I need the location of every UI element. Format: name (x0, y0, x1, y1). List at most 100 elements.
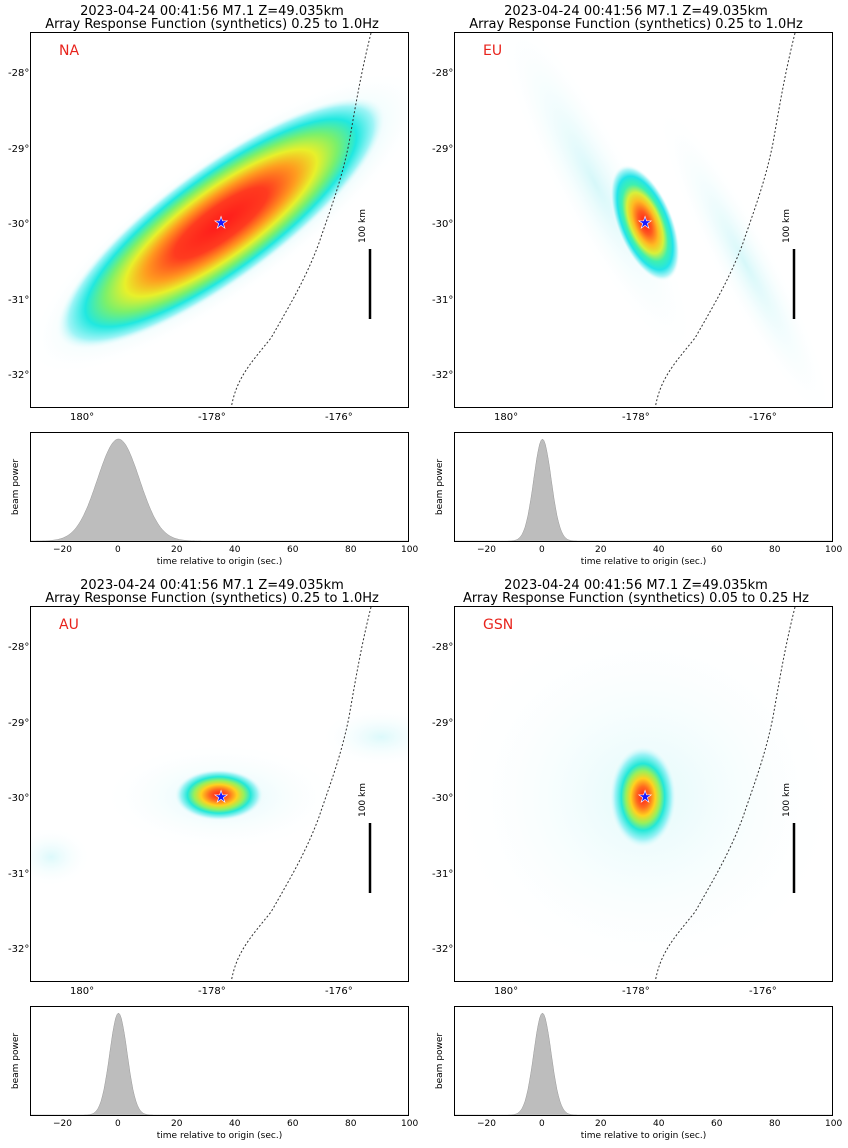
lat-tick: -31° (8, 295, 30, 306)
lat-tick: -30° (432, 219, 454, 230)
epicenter-star-icon: ★ (214, 213, 228, 232)
epicenter-star-icon: ★ (638, 787, 652, 806)
lon-tick: 180° (494, 412, 519, 423)
coastline-trench (654, 33, 796, 407)
beam-xtick: 80 (769, 1119, 781, 1129)
beam-xtick: 60 (711, 1119, 723, 1129)
beam-xtick: 60 (711, 545, 723, 555)
lat-tick: -32° (432, 370, 454, 381)
beam-ylabel: beam power (11, 458, 22, 516)
network-label: AU (59, 617, 79, 633)
panel-title-line1: 2023-04-24 00:41:56 M7.1 Z=49.035km (80, 4, 344, 19)
beam-xlabel: time relative to origin (sec.) (580, 1131, 707, 1141)
lat-tick: -28° (8, 68, 30, 79)
arf-map-svg: ★ (494, 33, 832, 407)
beam-xtick: 0 (539, 545, 545, 555)
lat-tick: -31° (8, 869, 30, 880)
coastline-trench (230, 33, 372, 407)
lon-tick: -176° (325, 986, 353, 997)
beam-xtick: −20 (53, 1119, 72, 1129)
beam-xtick: 100 (401, 1119, 419, 1129)
beam-xtick: 20 (595, 1119, 607, 1129)
beam-xlabel: time relative to origin (sec.) (580, 557, 707, 567)
network-label: EU (483, 43, 503, 59)
beam-power-svg (455, 438, 832, 541)
lat-tick: -32° (8, 370, 30, 381)
panel-au: 2023-04-24 00:41:56 M7.1 Z=49.035km Arra… (0, 574, 424, 1148)
beam-xtick: 100 (825, 545, 843, 555)
arf-map: ★ AU 100 km (30, 606, 409, 982)
beam-power-plot (30, 432, 409, 542)
lon-tick: -178° (622, 986, 650, 997)
beam-xlabel: time relative to origin (sec.) (156, 557, 283, 567)
beam-xtick: 80 (345, 1119, 357, 1129)
scale-bar-label: 100 km (358, 208, 369, 244)
lat-tick: -31° (432, 869, 454, 880)
lat-tick: -28° (8, 642, 30, 653)
lat-tick: -29° (8, 144, 30, 155)
lon-tick: -178° (622, 412, 650, 423)
coastline-trench (230, 607, 372, 981)
beam-xtick: 40 (229, 545, 241, 555)
lat-tick: -29° (432, 144, 454, 155)
beam-power-svg (455, 1012, 832, 1115)
panel-na: 2023-04-24 00:41:56 M7.1 Z=49.035km Arra… (0, 0, 424, 574)
scale-bar-label: 100 km (782, 782, 793, 818)
epicenter-star-icon: ★ (638, 213, 652, 232)
lon-tick: 180° (70, 986, 95, 997)
beam-xtick: 40 (229, 1119, 241, 1129)
beam-power-area (455, 1012, 832, 1115)
beam-xtick: 40 (653, 545, 665, 555)
coastline-trench (654, 607, 796, 981)
arf-map-svg: ★ (31, 33, 408, 407)
panel-eu: 2023-04-24 00:41:56 M7.1 Z=49.035km Arra… (424, 0, 848, 574)
network-label: GSN (483, 617, 514, 633)
beam-xtick: 80 (769, 545, 781, 555)
beam-xtick: 80 (345, 545, 357, 555)
lat-tick: -32° (8, 944, 30, 955)
panel-title-line2: Array Response Function (synthetics) 0.2… (45, 17, 379, 32)
panel-title-line1: 2023-04-24 00:41:56 M7.1 Z=49.035km (80, 578, 344, 593)
beam-xtick: 0 (115, 545, 121, 555)
panel-gsn: 2023-04-24 00:41:56 M7.1 Z=49.035km Arra… (424, 574, 848, 1148)
lat-tick: -31° (432, 295, 454, 306)
beam-power-svg (31, 438, 408, 541)
panel-title-line2: Array Response Function (synthetics) 0.0… (462, 591, 810, 606)
lon-tick: -178° (198, 412, 226, 423)
beam-xlabel: time relative to origin (sec.) (156, 1131, 283, 1141)
beam-xtick: −20 (53, 545, 72, 555)
beam-xtick: −20 (477, 545, 496, 555)
lat-tick: -30° (432, 793, 454, 804)
beam-power-plot (30, 1006, 409, 1116)
panel-title-line1: 2023-04-24 00:41:56 M7.1 Z=49.035km (504, 578, 768, 593)
lon-tick: -176° (749, 986, 777, 997)
arf-map: ★ NA 100 km (30, 32, 409, 408)
lat-tick: -28° (432, 642, 454, 653)
lat-tick: -28° (432, 68, 454, 79)
arf-map-svg: ★ (455, 607, 832, 981)
scale-bar-label: 100 km (358, 782, 369, 818)
beam-power-plot (454, 432, 833, 542)
lon-tick: 180° (494, 986, 519, 997)
beam-power-svg (31, 1012, 408, 1115)
lat-tick: -30° (8, 219, 30, 230)
beam-xtick: 0 (115, 1119, 121, 1129)
arf-map: ★ EU 100 km (454, 32, 833, 408)
beam-power-plot (454, 1006, 833, 1116)
scale-bar-label: 100 km (782, 208, 793, 244)
beam-power-area (455, 438, 832, 541)
lon-tick: -176° (325, 412, 353, 423)
panel-title-line2: Array Response Function (synthetics) 0.2… (45, 591, 379, 606)
panel-title-line1: 2023-04-24 00:41:56 M7.1 Z=49.035km (504, 4, 768, 19)
panel-title-line2: Array Response Function (synthetics) 0.2… (469, 17, 803, 32)
lat-tick: -32° (432, 944, 454, 955)
beam-xtick: 60 (287, 545, 299, 555)
beam-power-area (31, 1012, 408, 1115)
beam-xtick: 100 (825, 1119, 843, 1129)
beam-xtick: 20 (171, 545, 183, 555)
beam-xtick: 40 (653, 1119, 665, 1129)
network-label: NA (59, 43, 80, 59)
beam-ylabel: beam power (435, 458, 446, 516)
lat-tick: -29° (432, 718, 454, 729)
arf-map-svg: ★ (31, 607, 408, 981)
